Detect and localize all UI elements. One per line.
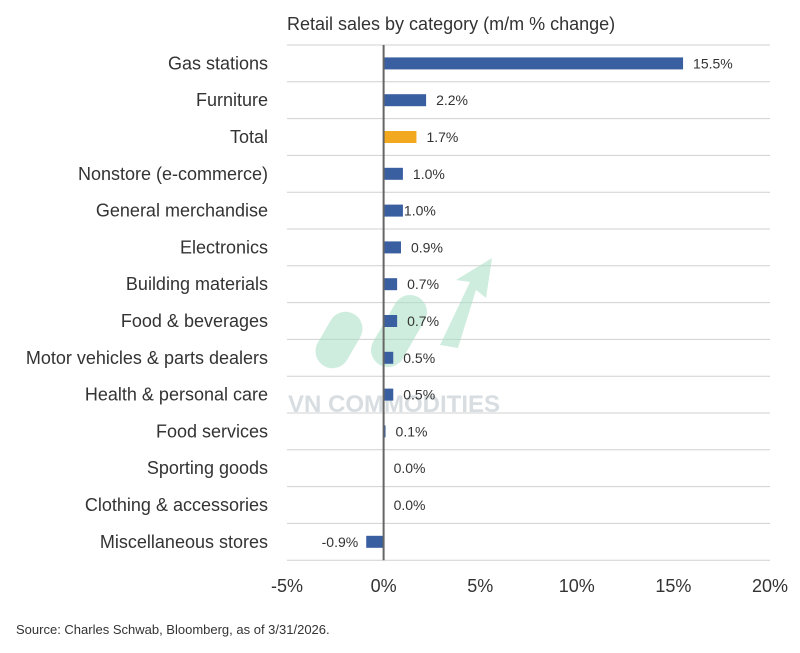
bars <box>366 57 684 548</box>
category-label: General merchandise <box>96 201 268 221</box>
x-tick-label: 5% <box>467 576 493 596</box>
bar <box>383 315 398 327</box>
value-labels: 15.5% 2.2% 1.7% 1.0% 1.0% 0.9% 0.7% 0.7% 0.5% 0.5… <box>322 55 733 549</box>
value-label: 0.0% <box>394 497 426 513</box>
category-label: Building materials <box>126 274 268 294</box>
x-tick-label: 20% <box>752 576 788 596</box>
bar <box>383 204 403 217</box>
bar <box>383 57 684 70</box>
value-label: 0.5% <box>403 387 435 403</box>
bar <box>383 94 427 107</box>
x-tick-label: 10% <box>559 576 595 596</box>
category-label: Clothing & accessories <box>85 495 268 515</box>
value-label: -0.9% <box>322 534 359 550</box>
category-label: Motor vehicles & parts dealers <box>26 348 268 368</box>
chart-title: Retail sales by category (m/m % change) <box>287 14 615 34</box>
value-label: 1.0% <box>404 203 436 219</box>
category-label: Health & personal care <box>85 385 268 405</box>
x-tick-label: 0% <box>371 576 397 596</box>
x-axis-ticks: -5% 0% 5% 10% 15% 20% <box>271 576 788 596</box>
bar <box>366 535 384 548</box>
category-label: Sporting goods <box>147 458 268 478</box>
value-label: 1.7% <box>426 129 458 145</box>
value-label: 0.9% <box>411 239 443 255</box>
category-labels: Gas stations Furniture Total Nonstore (e-co… <box>26 53 268 551</box>
category-label: Miscellaneous stores <box>100 532 268 552</box>
bar <box>383 167 403 180</box>
bar <box>383 131 417 143</box>
category-label: Food & beverages <box>121 311 268 331</box>
grid-lines <box>287 44 770 561</box>
watermark-logo-icon <box>315 258 492 369</box>
bar <box>383 278 398 291</box>
value-label: 0.1% <box>396 423 428 439</box>
category-label: Electronics <box>180 237 268 257</box>
bar <box>383 388 394 401</box>
category-label: Total <box>230 127 268 147</box>
x-tick-label: -5% <box>271 576 303 596</box>
category-label: Nonstore (e-commerce) <box>78 164 268 184</box>
category-label: Food services <box>156 421 268 441</box>
bar <box>383 351 394 364</box>
bar <box>383 241 401 254</box>
value-label: 2.2% <box>436 92 468 108</box>
watermark: VN COMMODITIES <box>288 258 500 418</box>
value-label: 0.5% <box>403 350 435 366</box>
value-label: 0.0% <box>394 460 426 476</box>
value-label: 0.7% <box>407 313 439 329</box>
source-note: Source: Charles Schwab, Bloomberg, as of… <box>16 622 330 637</box>
value-label: 15.5% <box>693 55 733 71</box>
value-label: 0.7% <box>407 276 439 292</box>
category-label: Gas stations <box>168 53 268 73</box>
retail-sales-chart: Retail sales by category (m/m % change) … <box>26 14 788 596</box>
value-label: 1.0% <box>413 166 445 182</box>
x-tick-label: 15% <box>655 576 691 596</box>
watermark-text: VN COMMODITIES <box>288 391 500 418</box>
category-label: Furniture <box>196 90 268 110</box>
